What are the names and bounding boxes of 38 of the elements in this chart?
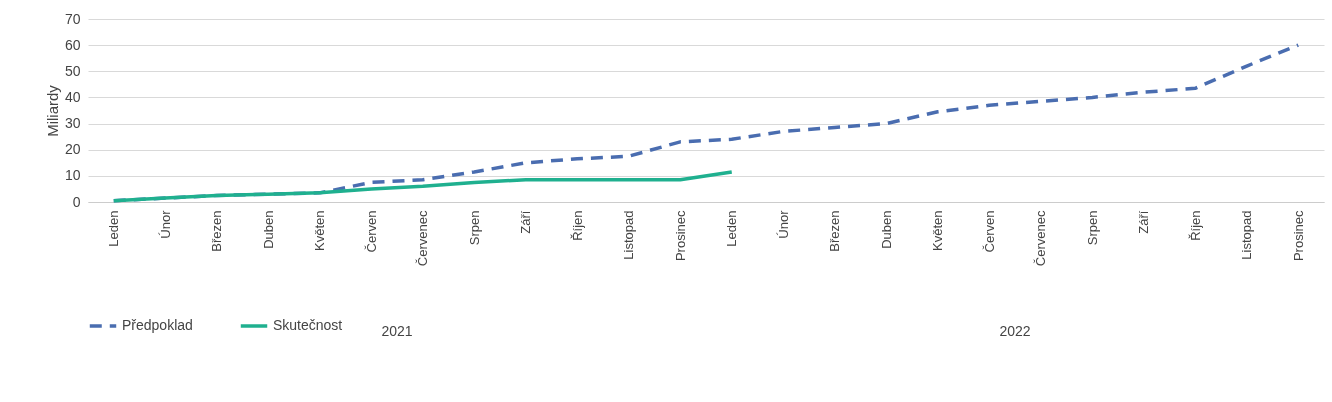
y-tick-label: 70 xyxy=(64,10,81,27)
y-tick-label: 50 xyxy=(64,62,81,79)
x-tick-label: Červen xyxy=(363,210,379,253)
x-tick-label: Září xyxy=(518,210,534,234)
y-tick-label: 20 xyxy=(64,141,81,158)
x-tick-label: Červen xyxy=(981,210,997,253)
x-tick-label: Leden xyxy=(106,210,122,247)
x-tick-label: Březen xyxy=(209,210,225,252)
x-tick-label: Květen xyxy=(930,210,946,251)
x-tick-label: Prosinec xyxy=(1290,210,1306,262)
x-tick-label: Červenec xyxy=(415,210,431,267)
x-tick-label: Leden xyxy=(724,210,740,247)
x-tick-label: Prosinec xyxy=(672,210,688,262)
line-series xyxy=(112,170,734,203)
legend-label: Předpoklad xyxy=(122,317,193,333)
x-tick-label: Březen xyxy=(827,210,843,252)
x-tick-label: Červenec xyxy=(1033,210,1049,267)
x-tick-label: Duben xyxy=(260,210,276,249)
text: 2022 xyxy=(999,323,1031,339)
y-tick-label: 60 xyxy=(64,36,81,53)
y-axis-title: Miliardy xyxy=(43,84,61,137)
x-tick-label: Říjen xyxy=(1187,210,1203,241)
x-tick-label: Listopad xyxy=(621,210,637,260)
x-tick-label: Září xyxy=(1136,210,1152,234)
x-tick-label: Únor xyxy=(775,209,791,239)
text: 2021 xyxy=(381,323,413,339)
x-tick-label: Listopad xyxy=(1239,210,1255,260)
x-tick-label: Srpen xyxy=(466,210,482,246)
y-tick-label: 40 xyxy=(64,88,81,105)
x-tick-label: Srpen xyxy=(1084,210,1100,246)
y-tick-label: 10 xyxy=(64,167,81,184)
x-tick-label: Duben xyxy=(878,210,894,249)
x-tick-label: Květen xyxy=(312,210,328,251)
x-tick-label: Únor xyxy=(157,209,173,239)
x-tick-label: Říjen xyxy=(569,210,585,241)
y-tick-label: 30 xyxy=(64,115,81,132)
legend-label: Skutečnost xyxy=(273,317,343,333)
y-tick-label: 0 xyxy=(72,193,81,210)
